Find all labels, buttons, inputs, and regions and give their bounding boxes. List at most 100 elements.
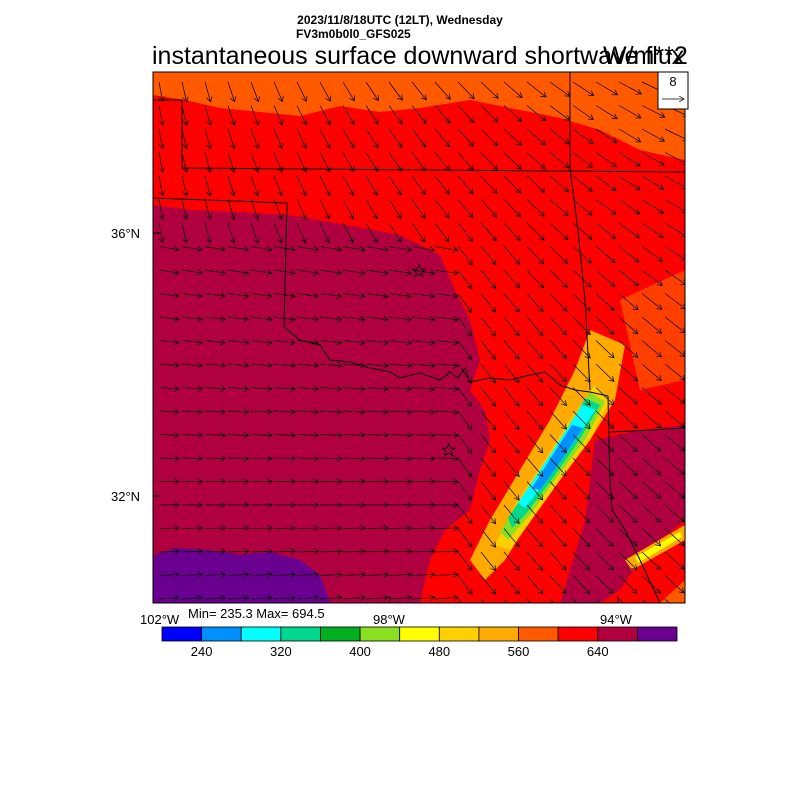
wind-vector <box>273 411 295 412</box>
wind-vector <box>503 363 519 383</box>
wind-vector <box>503 222 520 241</box>
wind-vector <box>158 105 163 126</box>
wind-vector <box>365 81 378 101</box>
wind-vector <box>434 222 449 242</box>
wind-vector <box>457 128 474 146</box>
wind-vector <box>434 597 458 599</box>
wind-vector <box>595 434 614 453</box>
wind-vector <box>549 387 567 406</box>
wind-vector <box>480 128 498 146</box>
wind-vector <box>388 411 412 412</box>
wind-vector <box>688 482 708 499</box>
wind-vector <box>181 152 187 173</box>
wind-vector <box>595 410 614 429</box>
wind-vector <box>250 388 272 390</box>
wind-vector <box>641 199 663 214</box>
wind-vector <box>434 294 458 297</box>
wind-vector <box>457 528 472 548</box>
wind-vector <box>411 222 425 242</box>
wind-vector <box>595 293 614 311</box>
wind-vector <box>618 504 637 523</box>
wind-vector <box>480 504 496 524</box>
wind-vector <box>342 128 354 148</box>
wind-vector <box>296 199 306 220</box>
wind-vector <box>158 175 163 196</box>
wind-vector <box>365 246 388 251</box>
wind-vector <box>365 175 378 195</box>
wind-vector <box>618 457 637 475</box>
wind-vector <box>365 128 378 148</box>
colorbar-swatch <box>438 626 480 642</box>
wind-vector <box>273 435 295 436</box>
wind-vector <box>618 316 638 334</box>
wind-vector <box>342 388 365 390</box>
wind-vector <box>688 576 707 593</box>
wind-vector <box>365 364 388 366</box>
wind-vector <box>365 222 377 242</box>
wind-vector <box>595 128 617 143</box>
wind-vector <box>641 434 661 452</box>
wind-vector <box>434 105 450 124</box>
wind-vector <box>572 246 591 264</box>
wind-vector <box>664 246 685 261</box>
wind-vector <box>434 388 458 390</box>
wind-vector <box>365 341 388 343</box>
wind-vector <box>664 269 685 285</box>
wind-vector <box>664 152 685 165</box>
wind-vector <box>595 481 614 500</box>
wind-vector <box>526 528 543 547</box>
wind-vector <box>319 388 342 390</box>
wind-vector <box>641 387 661 405</box>
wind-vector <box>480 434 495 454</box>
wind-vector <box>457 598 462 603</box>
colorbar-tick-label: 640 <box>586 644 609 659</box>
wind-vector <box>411 388 435 390</box>
lon-label-102: 102°W <box>140 612 180 627</box>
wind-vector <box>641 410 661 428</box>
wind-vector <box>434 551 458 552</box>
wind-vector <box>434 364 458 366</box>
wind-vector <box>549 598 555 603</box>
wind-vector <box>526 340 543 359</box>
wind-vector <box>158 199 163 220</box>
wind-vector <box>641 269 662 285</box>
wind-vector <box>158 294 179 297</box>
wind-vector <box>227 222 234 243</box>
wind-vector <box>480 246 496 265</box>
wind-vector <box>641 598 647 603</box>
wind-vector <box>434 341 458 343</box>
wind-vector <box>158 458 179 459</box>
wind-vector <box>595 340 614 358</box>
wind-vector <box>388 81 402 100</box>
wind-vector <box>388 364 412 366</box>
lon-label-98: 98°W <box>373 612 405 627</box>
wind-vector <box>457 575 472 595</box>
title-date-line: 2023/11/8/18UTC (12LT), Wednesday <box>297 13 503 27</box>
wind-vector <box>664 457 685 475</box>
colorbar-swatch <box>161 626 203 642</box>
wind-vector <box>480 575 496 595</box>
wind-vector <box>664 199 685 213</box>
wind-vector <box>296 246 318 251</box>
wind-vector <box>411 341 435 343</box>
wind-vector <box>572 222 592 239</box>
wind-vector <box>411 435 435 436</box>
wind-vector <box>480 152 497 170</box>
wind-vector <box>503 152 521 170</box>
wind-vector <box>457 199 473 218</box>
wind-vector <box>434 411 458 412</box>
lat-label-36: 36°N <box>111 226 141 241</box>
wind-vector <box>480 340 495 360</box>
wind-vector <box>480 199 497 218</box>
wind-vector <box>641 246 663 262</box>
wind-vector <box>480 410 495 430</box>
wind-vector <box>457 222 473 241</box>
wind-vector <box>526 269 543 288</box>
wind-vector <box>411 81 426 100</box>
wind-vector <box>480 105 498 123</box>
wind-vector <box>181 574 202 575</box>
wind-vector <box>572 105 593 120</box>
wind-vector <box>664 387 685 404</box>
wind-vector <box>664 504 684 522</box>
wind-vector <box>688 317 709 332</box>
